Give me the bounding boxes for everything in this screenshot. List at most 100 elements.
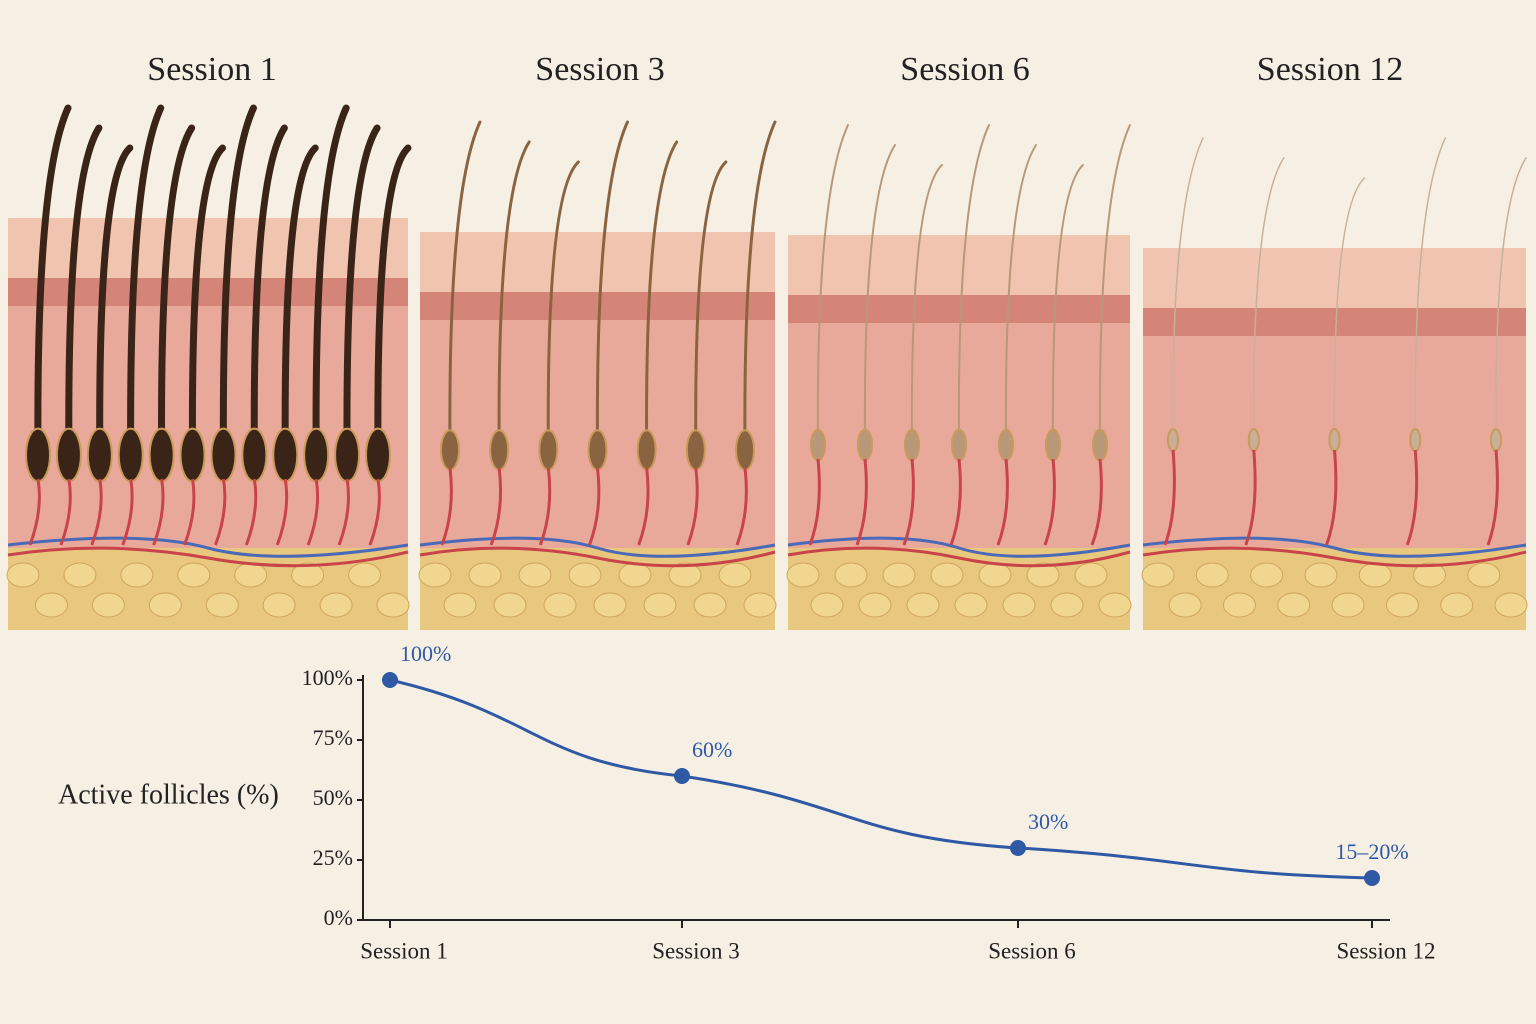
hair-shaft <box>127 104 165 459</box>
follicle-bulb <box>1045 428 1061 462</box>
follicle-bulb <box>148 427 175 483</box>
follicle-bulb <box>810 428 826 462</box>
artery <box>419 546 776 568</box>
follicle-bulb <box>998 428 1014 462</box>
capillary <box>244 478 258 546</box>
follicle-bulb <box>951 428 967 462</box>
capillary <box>902 458 915 546</box>
fat-cell <box>543 592 577 618</box>
y-tick-label: 50% <box>313 785 353 810</box>
hair-shaft <box>158 124 196 459</box>
fat-cell <box>954 592 988 618</box>
hair-shaft <box>743 120 777 452</box>
capillary <box>59 478 72 546</box>
vein <box>787 536 1131 558</box>
capillary <box>1486 449 1499 546</box>
fat-cell <box>743 592 777 618</box>
follicle-bulb <box>1490 428 1502 452</box>
fat-cell <box>1098 592 1132 618</box>
x-tick-label: Session 6 <box>988 938 1076 963</box>
fat-cell <box>858 592 892 618</box>
capillary <box>214 478 227 546</box>
fat-cell <box>291 562 325 588</box>
y-axis-label: Active follicles (%) <box>58 779 279 810</box>
fat-cell <box>1002 592 1036 618</box>
vein <box>419 536 776 558</box>
capillary <box>152 478 165 546</box>
follicle-bulb <box>117 427 144 483</box>
capillary <box>1244 449 1257 546</box>
point <box>1010 840 1026 856</box>
fat-cell <box>810 592 844 618</box>
value-label: 60% <box>692 737 732 762</box>
hair-shaft <box>645 140 679 452</box>
follicle-bulb <box>735 429 755 471</box>
follicle-bulb <box>303 427 330 483</box>
fat-cell <box>1331 592 1365 618</box>
follicle-bulb <box>1092 428 1108 462</box>
hair-shaft <box>694 160 728 452</box>
capillary <box>538 467 552 546</box>
fat-cell <box>834 562 868 588</box>
capillary <box>368 478 381 546</box>
point <box>1364 870 1380 886</box>
capillary <box>1405 449 1419 546</box>
fat-cell <box>1026 562 1060 588</box>
fat-cell <box>1358 562 1392 588</box>
follicle-bulb <box>538 429 559 471</box>
line <box>389 678 1373 880</box>
fat-cell <box>91 592 125 618</box>
capillary <box>121 478 134 546</box>
follicle-bulb <box>179 427 206 483</box>
capillary <box>337 478 350 546</box>
chart: Active follicles (%) 0% 25% 50% 75% 100% Sessi… <box>58 641 1436 963</box>
point <box>674 768 690 784</box>
capillary <box>735 467 748 546</box>
follicle-bulb <box>25 427 51 483</box>
fat-cell <box>493 592 527 618</box>
fat-cell <box>468 562 502 588</box>
fat-cell <box>148 592 182 618</box>
hair-shaft <box>1495 157 1527 441</box>
capillary <box>996 458 1009 546</box>
follicle-bulb <box>489 429 510 471</box>
panel-title: Session 12 <box>1257 51 1403 88</box>
hair-shaft <box>34 104 72 459</box>
capillary <box>440 467 453 546</box>
fat-layer <box>420 548 775 630</box>
hair-shaft <box>343 124 381 459</box>
hair-shaft <box>1414 137 1446 441</box>
skin-layer <box>1143 308 1526 336</box>
fat-layer <box>788 548 1130 630</box>
fat-cell <box>205 592 239 618</box>
fat-cell <box>693 592 727 618</box>
panel-title: Session 1 <box>147 51 276 88</box>
y-tick-label: 75% <box>313 725 353 750</box>
follicle-bulb <box>904 428 920 462</box>
capillary <box>949 458 962 546</box>
hair-shaft <box>816 124 849 446</box>
hair-shaft <box>448 120 482 452</box>
y-tick-label: 100% <box>302 665 353 690</box>
hair-shaft <box>281 144 319 459</box>
fat-cell <box>1385 592 1419 618</box>
fat-cell <box>418 562 452 588</box>
vein <box>1142 536 1527 558</box>
follicle-bulb <box>1247 428 1260 452</box>
fat-cell <box>177 562 211 588</box>
epidermis <box>420 232 775 292</box>
hair-shaft <box>1004 144 1037 446</box>
follicle-bulb <box>440 429 460 471</box>
follicle-bulb <box>857 428 873 462</box>
artery <box>1142 546 1527 568</box>
vein <box>7 536 409 558</box>
capillary <box>90 478 103 546</box>
fat-cell <box>1494 592 1528 618</box>
x-tick-label: Session 3 <box>652 938 740 963</box>
fat-cell <box>1195 562 1229 588</box>
fat-cell <box>1141 562 1175 588</box>
hair-shaft <box>188 144 227 459</box>
fat-cell <box>618 562 652 588</box>
follicle-bulb <box>1167 428 1179 452</box>
